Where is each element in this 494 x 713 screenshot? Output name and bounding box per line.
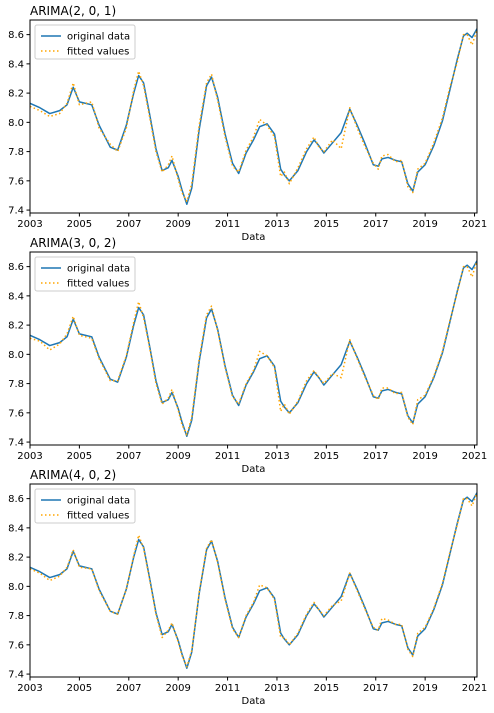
y-tick-label: 7.6 [8,176,24,187]
y-tick-label: 7.4 [8,206,24,217]
x-tick-label: 2019 [412,219,437,230]
chart-title: ARIMA(3, 0, 2) [30,236,116,250]
x-tick-label: 2005 [67,683,92,694]
series-line-fitted-values [30,260,477,436]
x-tick-label: 2019 [412,683,437,694]
x-axis-label: Data [242,464,266,475]
y-tick-label: 7.6 [8,640,24,651]
x-tick-label: 2005 [67,219,92,230]
series-line-original-data [30,492,477,669]
y-tick-label: 7.4 [8,438,24,449]
x-tick-label: 2015 [314,683,339,694]
x-tick-label: 2007 [116,219,141,230]
legend-label: original data [67,32,130,43]
y-tick-label: 7.6 [8,408,24,419]
x-tick-label: 2015 [314,451,339,462]
x-tick-label: 2017 [363,683,388,694]
x-tick-label: 2015 [314,219,339,230]
y-tick-label: 8.6 [8,262,24,273]
series-line-original-data [30,28,477,205]
x-tick-label: 2009 [165,219,190,230]
series-line-fitted-values [30,492,477,668]
legend-label: fitted values [67,279,129,290]
x-tick-label: 2021 [462,451,487,462]
x-tick-label: 2003 [17,219,42,230]
legend-label: fitted values [67,511,129,522]
chart-panel-3: ARIMA(4, 0, 2) 2003 2005 2007 2009 2011 2013 20… [8,468,487,707]
series-line-fitted-values [30,29,477,203]
x-axis-label: Data [242,696,266,707]
x-tick-label: 2009 [165,683,190,694]
x-tick-label: 2003 [17,451,42,462]
x-tick-label: 2011 [215,683,240,694]
y-tick-label: 8.0 [8,118,24,129]
legend-label: original data [67,496,130,507]
y-tick-label: 8.4 [8,523,24,534]
chart-title: ARIMA(2, 0, 1) [30,4,116,18]
y-tick-label: 7.4 [8,670,24,681]
y-tick-label: 8.0 [8,350,24,361]
legend: original data fitted values [34,488,136,524]
chart-panel-1: ARIMA(2, 0, 1) 2003 2005 2007 2009 2011 2013 20… [8,4,487,243]
legend-label: original data [67,264,130,275]
x-tick-label: 2021 [462,683,487,694]
x-tick-label: 2017 [363,219,388,230]
legend: original data fitted values [34,24,136,60]
x-tick-label: 2003 [17,683,42,694]
y-tick-label: 8.2 [8,321,24,332]
legend-box [34,24,136,60]
plot-frame [29,251,478,446]
x-tick-label: 2005 [67,451,92,462]
y-tick-label: 8.2 [8,553,24,564]
legend-box [34,488,136,524]
y-tick-label: 7.8 [8,147,24,158]
chart-title: ARIMA(4, 0, 2) [30,468,116,482]
y-tick-label: 8.4 [8,291,24,302]
series-line-original-data [30,260,477,437]
x-axis-label: Data [242,232,266,243]
x-tick-label: 2011 [215,219,240,230]
y-tick-label: 8.4 [8,59,24,70]
x-tick-label: 2011 [215,451,240,462]
x-tick-label: 2007 [116,451,141,462]
y-tick-label: 8.6 [8,30,24,41]
y-tick-label: 8.0 [8,582,24,593]
y-tick-label: 7.8 [8,611,24,622]
x-tick-label: 2013 [264,451,289,462]
plot-frame [29,483,478,678]
x-tick-label: 2019 [412,451,437,462]
y-tick-label: 8.2 [8,89,24,100]
y-tick-label: 7.8 [8,379,24,390]
plot-frame [29,19,478,214]
x-tick-label: 2017 [363,451,388,462]
x-tick-label: 2009 [165,451,190,462]
y-tick-label: 8.6 [8,494,24,505]
x-tick-label: 2013 [264,683,289,694]
chart-panel-2: ARIMA(3, 0, 2) 2003 2005 2007 2009 2011 2013 20… [8,236,487,475]
legend-box [34,256,136,292]
x-tick-label: 2013 [264,219,289,230]
x-tick-label: 2007 [116,683,141,694]
x-tick-label: 2021 [462,219,487,230]
legend: original data fitted values [34,256,136,292]
legend-label: fitted values [67,47,129,58]
